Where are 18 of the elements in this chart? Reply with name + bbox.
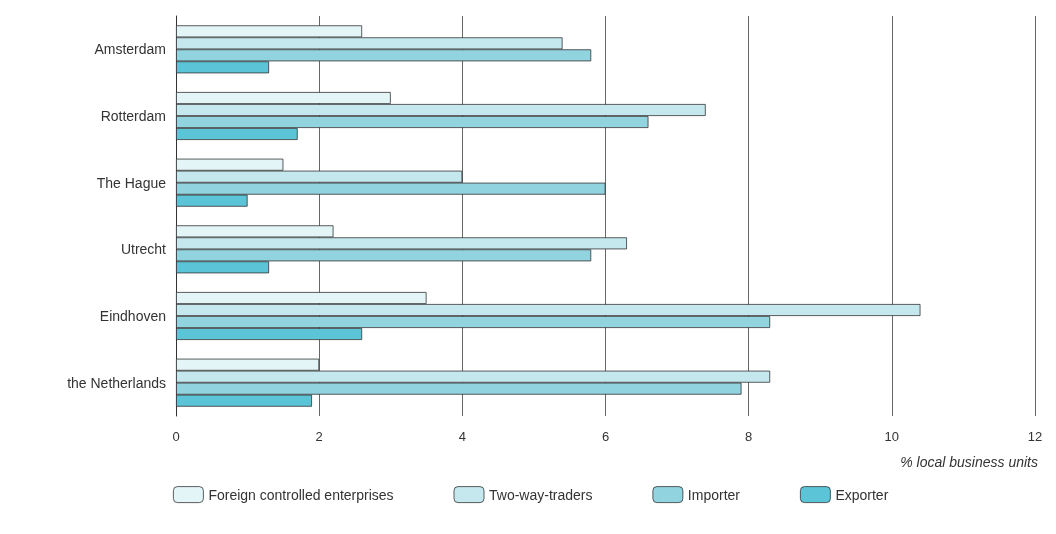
x-tick-label: 0	[172, 429, 180, 444]
x-tick-label: 2	[315, 429, 323, 444]
y-tick-label: the Netherlands	[67, 374, 166, 391]
x-tick-label: 4	[458, 429, 466, 444]
legend-label: Foreign controlled enterprises	[208, 486, 394, 503]
legend-label: Two-way-traders	[489, 486, 593, 503]
y-tick-label: Eindhoven	[99, 308, 166, 324]
x-tick-label: 6	[601, 429, 610, 444]
x-tick-label: 10	[884, 429, 900, 444]
legend-label: Exporter	[835, 486, 889, 503]
x-tick-label: 12	[1027, 429, 1043, 444]
x-axis-title: % local business units	[900, 454, 1039, 470]
x-tick-label: 8	[745, 429, 753, 444]
y-tick-label: Amsterdam	[94, 41, 166, 58]
y-tick-label: Utrecht	[120, 241, 167, 258]
y-tick-label: The Hague	[96, 174, 167, 191]
legend-label: Importer	[687, 486, 741, 503]
y-tick-label: Rotterdam	[100, 108, 166, 124]
